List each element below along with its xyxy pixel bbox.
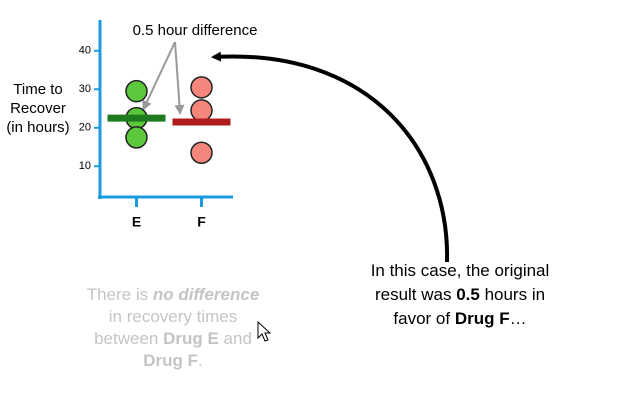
caption-run: favor of [393, 309, 454, 328]
y-tick-label: 30 [79, 83, 91, 95]
caption-run: 0.5 [456, 285, 480, 304]
data-point [125, 126, 148, 149]
data-point [190, 76, 213, 99]
caption-run: … [510, 309, 527, 328]
annotation: 0.5 hour difference [133, 22, 258, 39]
caption-line: Drug F. [143, 351, 203, 370]
y-axis-label: Time to [13, 81, 62, 98]
caption-run: Drug F [455, 309, 510, 328]
caption-line: between Drug E and [94, 329, 252, 348]
x-tick-label: F [197, 214, 206, 230]
caption-run: There is [87, 285, 153, 304]
caption-run: . [198, 351, 203, 370]
caption-run: result was [375, 285, 456, 304]
caption-line: favor of Drug F… [393, 309, 526, 328]
x-tick-label: E [132, 214, 141, 230]
caption-run: between [94, 329, 163, 348]
y-axis-label: Recover [10, 100, 66, 117]
caption-run: in recovery times [109, 307, 237, 326]
caption-run: hours in [480, 285, 545, 304]
y-axis-label: (in hours) [6, 119, 69, 136]
annotation-arrow [174, 41, 185, 115]
cursor [257, 320, 272, 342]
caption-line: In this case, the original [371, 261, 550, 280]
y-tick-label: 10 [79, 160, 91, 172]
caption-line: There is no difference [87, 285, 260, 304]
caption-run: and [219, 329, 252, 348]
caption-run: Drug F [143, 351, 198, 370]
caption-line: in recovery times [109, 307, 237, 326]
y-tick-label: 40 [79, 45, 91, 57]
annotation-arrow [142, 41, 176, 111]
caption-run: In this case, the original [371, 261, 550, 280]
data-point [125, 79, 148, 103]
caption-line: result was 0.5 hours in [375, 285, 545, 304]
pointer-arrow [211, 51, 450, 263]
y-tick-label: 20 [79, 122, 91, 134]
caption-run: Drug E [163, 329, 219, 348]
data-point [190, 99, 213, 122]
caption-run: no difference [153, 285, 259, 304]
data-point [190, 141, 213, 164]
